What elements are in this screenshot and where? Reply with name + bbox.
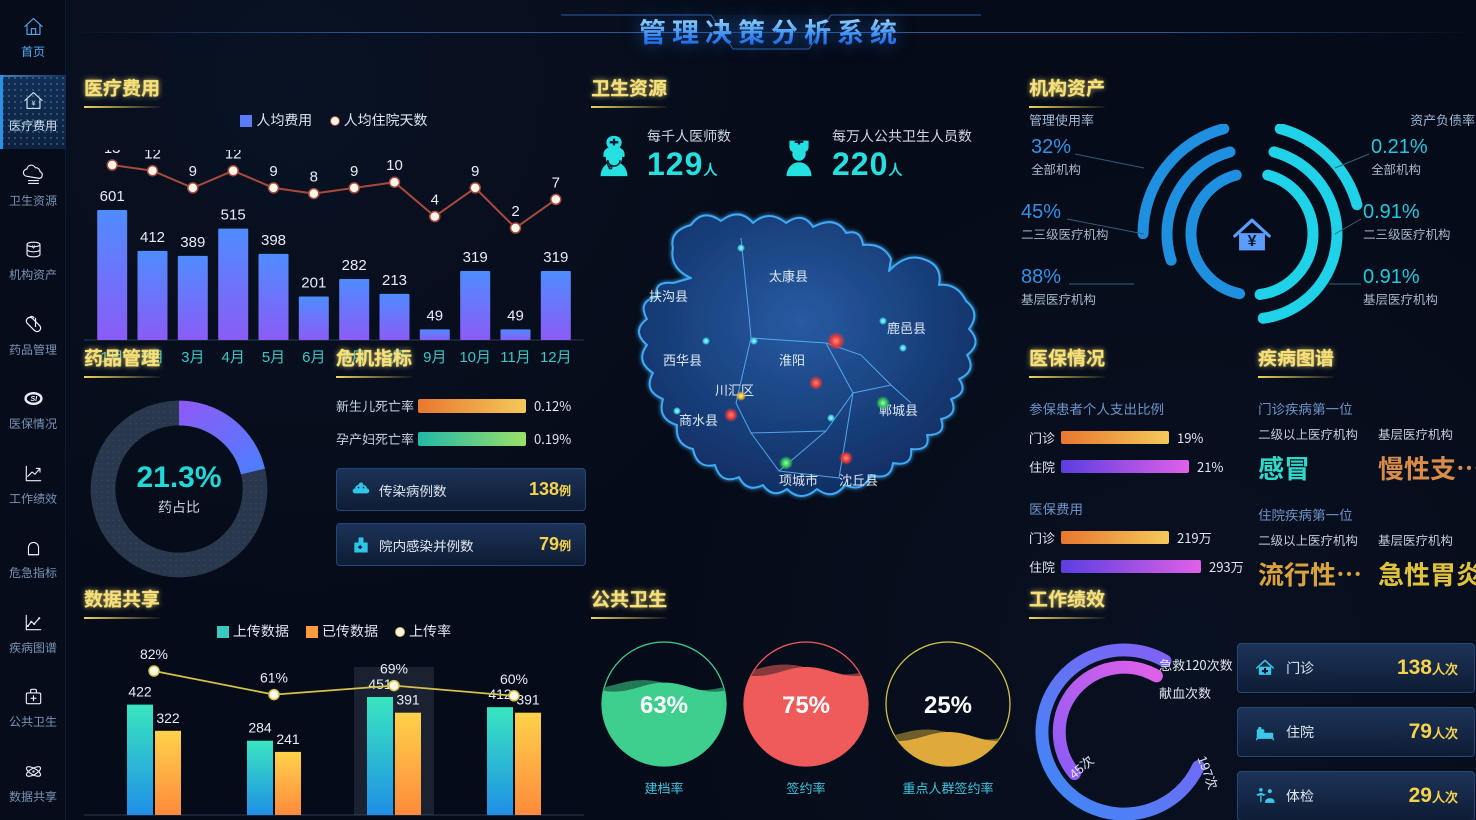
svg-text:391: 391 [516, 692, 540, 708]
svg-text:63%: 63% [640, 692, 688, 719]
svg-text:SI: SI [30, 395, 38, 403]
svg-text:9: 9 [471, 163, 479, 180]
svg-text:商水县: 商水县 [679, 413, 718, 428]
svg-text:12: 12 [144, 150, 161, 163]
svg-text:213: 213 [382, 272, 407, 289]
svg-text:601: 601 [100, 188, 125, 205]
svg-text:69%: 69% [380, 661, 408, 677]
svg-text:82%: 82% [140, 647, 168, 662]
svg-text:扶沟县: 扶沟县 [649, 289, 688, 304]
svg-text:9: 9 [269, 163, 277, 180]
svg-text:389: 389 [180, 234, 205, 251]
svg-text:241: 241 [276, 731, 300, 747]
svg-text:201: 201 [301, 275, 326, 292]
svg-text:¥: ¥ [31, 100, 35, 108]
svg-text:391: 391 [396, 692, 420, 708]
svg-text:284: 284 [248, 720, 272, 736]
svg-text:9: 9 [350, 163, 358, 180]
svg-text:淮阳: 淮阳 [779, 353, 805, 368]
svg-text:515: 515 [221, 207, 246, 224]
svg-text:451: 451 [368, 676, 392, 692]
svg-text:川汇区: 川汇区 [715, 383, 754, 398]
svg-text:282: 282 [342, 257, 367, 274]
svg-text:319: 319 [543, 249, 568, 266]
svg-text:61%: 61% [260, 670, 288, 686]
svg-text:412: 412 [140, 229, 165, 246]
svg-text:西华县: 西华县 [663, 353, 702, 368]
svg-text:沈丘县: 沈丘县 [839, 473, 878, 488]
svg-text:49: 49 [507, 307, 524, 324]
svg-text:¥: ¥ [31, 245, 35, 251]
svg-text:8: 8 [310, 169, 318, 186]
svg-text:9: 9 [189, 163, 197, 180]
svg-text:13: 13 [104, 150, 121, 157]
svg-text:25%: 25% [924, 692, 972, 719]
svg-text:太康县: 太康县 [769, 269, 808, 284]
svg-text:10: 10 [386, 157, 403, 174]
svg-text:398: 398 [261, 232, 286, 249]
svg-text:322: 322 [156, 710, 180, 726]
svg-text:7: 7 [552, 174, 560, 191]
svg-text:60%: 60% [500, 671, 528, 687]
svg-text:2: 2 [511, 203, 519, 220]
svg-text:422: 422 [128, 684, 152, 700]
svg-text:12: 12 [225, 150, 242, 163]
svg-text:319: 319 [463, 249, 488, 266]
svg-text:4: 4 [431, 192, 439, 209]
svg-text:项城市: 项城市 [779, 473, 818, 488]
svg-text:49: 49 [426, 307, 443, 324]
svg-text:75%: 75% [782, 692, 830, 719]
svg-text:鹿邑县: 鹿邑县 [887, 321, 926, 336]
